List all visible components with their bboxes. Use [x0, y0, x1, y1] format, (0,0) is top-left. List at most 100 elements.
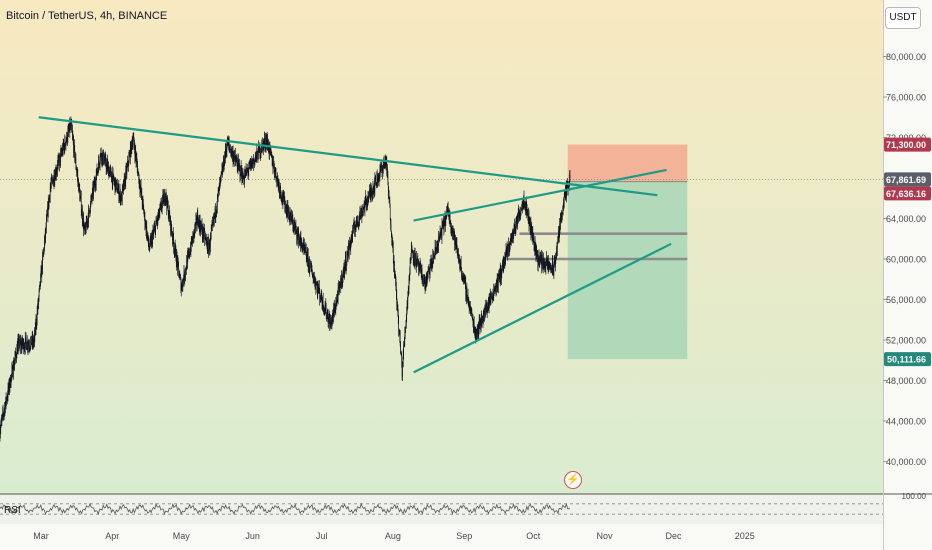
candle-body	[94, 181, 95, 187]
candle-body	[146, 234, 148, 238]
candle-body	[126, 166, 128, 175]
candle-body	[335, 302, 337, 310]
candle-body	[415, 264, 417, 266]
candle-body	[537, 258, 539, 265]
candle-body	[429, 271, 430, 275]
candle-body	[304, 243, 305, 249]
candle-body	[518, 213, 520, 218]
candle-body	[196, 217, 197, 225]
candle-body	[506, 247, 507, 251]
candle-body	[86, 221, 88, 225]
candle-body	[417, 259, 418, 261]
candle-body	[392, 240, 393, 245]
candle-body	[52, 179, 53, 181]
candle-body	[265, 139, 267, 147]
candle-body	[16, 347, 18, 354]
candle-body	[408, 277, 410, 290]
candle-body	[340, 281, 342, 289]
candle-body	[109, 171, 110, 176]
candle-body	[498, 273, 499, 288]
candle-body	[413, 251, 415, 262]
currency-button[interactable]: USDT	[885, 7, 921, 29]
candle-body	[155, 220, 157, 226]
candle-body	[73, 143, 75, 153]
candle-body	[110, 169, 111, 170]
lightning-icon[interactable]: ⚡	[564, 471, 582, 489]
candle-body	[386, 158, 388, 173]
candle-body	[485, 306, 486, 309]
candle-body	[522, 204, 523, 210]
candle-body	[94, 181, 96, 185]
candle-body	[158, 209, 159, 216]
candle-body	[332, 312, 333, 315]
candle-body	[426, 275, 427, 284]
candle-body	[38, 290, 40, 297]
candle-body	[248, 171, 249, 174]
candle-body	[399, 336, 401, 345]
candle-body	[409, 269, 411, 276]
candle-body	[484, 313, 485, 316]
candle-body	[3, 413, 4, 415]
candle-body	[88, 207, 90, 210]
candle-body	[250, 162, 251, 165]
candle-body	[227, 137, 228, 147]
candle-body	[545, 265, 547, 270]
candle-body	[57, 163, 58, 171]
candle-body	[164, 195, 166, 202]
candle-body	[217, 195, 218, 207]
candle-body	[185, 268, 186, 275]
candle-body	[277, 177, 278, 179]
candle-body	[20, 341, 21, 348]
candle-body	[397, 304, 399, 315]
candle-body	[325, 307, 326, 313]
candle-body	[442, 222, 444, 227]
candle-body	[176, 261, 177, 265]
candle-body	[302, 247, 303, 252]
candle-body	[299, 238, 300, 240]
candle-body	[182, 279, 184, 281]
candle-body	[355, 228, 356, 233]
candle-body	[184, 276, 185, 279]
x-tick-label: Sep	[456, 531, 472, 541]
candle-body	[472, 318, 473, 319]
candle-body	[201, 225, 202, 228]
candle-body	[38, 296, 39, 303]
candle-body	[354, 227, 355, 230]
candle-body	[537, 254, 538, 256]
candle-body	[567, 183, 568, 189]
candle-body	[454, 232, 455, 245]
candle-body	[227, 140, 229, 146]
candle-body	[154, 226, 155, 230]
candle-body	[372, 187, 374, 192]
candle-body	[163, 192, 165, 196]
candle-body	[9, 377, 11, 387]
candle-body	[125, 176, 126, 184]
candle-body	[328, 317, 329, 323]
candle-body	[375, 182, 377, 185]
candle-body	[563, 202, 565, 204]
candle-body	[562, 210, 563, 214]
candle-body	[41, 264, 43, 270]
candle-body	[552, 262, 553, 272]
candle-body	[138, 179, 140, 183]
candle-body	[162, 196, 163, 203]
candle-body	[63, 145, 65, 147]
candle-body	[500, 269, 502, 279]
candle-body	[366, 198, 367, 205]
candle-body	[254, 160, 255, 164]
candle-body	[297, 230, 299, 234]
candle-body	[195, 222, 196, 229]
candle-body	[192, 232, 194, 235]
candle-body	[82, 209, 83, 221]
candle-body	[95, 175, 97, 185]
candle-body	[339, 281, 341, 283]
candle-body	[354, 229, 356, 233]
candle-body	[329, 319, 331, 328]
candle-body	[19, 339, 20, 347]
candle-body	[237, 159, 239, 171]
candle-body	[137, 166, 138, 174]
take-profit-zone	[567, 181, 688, 360]
candle-body	[473, 325, 474, 329]
candle-body	[325, 305, 327, 313]
